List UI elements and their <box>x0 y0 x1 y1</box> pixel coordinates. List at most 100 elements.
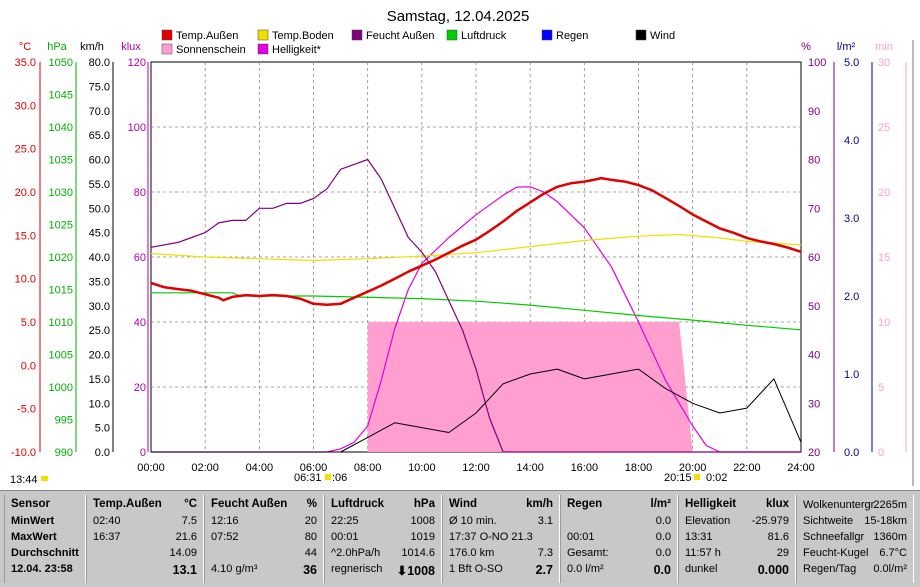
pct-axis-tick-label: 80 <box>808 155 820 167</box>
temp-header: Temp.Außen <box>93 498 162 510</box>
min-axis-tick-label: 5 <box>878 382 884 394</box>
kmh-axis-tick-label: 0.0 <box>95 447 110 459</box>
temp-axis-tick-label: -5.0 <box>17 404 36 416</box>
pct-axis-tick-label: 20 <box>808 447 820 459</box>
daylight-duration: 11:57 h <box>685 547 721 559</box>
x-tick-label: 02:00 <box>191 462 219 474</box>
cloud-base-label: Wolkenuntergr <box>803 499 875 511</box>
weather-chart: Samstag, 12.04.2025 Temp.Außen Temp.Boden… <box>10 8 914 486</box>
klux-axis-tick-label: 20 <box>134 382 146 394</box>
label-avg: Durchschnitt <box>11 547 79 559</box>
min-axis-tick-label: 10 <box>878 317 890 329</box>
pressure-max-value: 1019 <box>410 531 435 543</box>
x-tick-label: 20:00 <box>679 462 707 474</box>
humid-column: Feucht Außen % 12:16 20 07:52 80 44 4.10 g… <box>204 495 324 583</box>
rain-header: Regen <box>567 498 603 510</box>
label-min: MinWert <box>11 515 55 527</box>
x-tick-label: 04:00 <box>246 462 274 474</box>
temp-current-value: 13.1 <box>172 563 197 577</box>
brightness-state: dunkel <box>685 563 718 575</box>
humid-avg-value: 44 <box>304 547 317 559</box>
humid-min-value: 20 <box>304 515 317 527</box>
sensor-header: Sensor <box>11 498 50 510</box>
x-tick-label: 14:00 <box>516 462 544 474</box>
pressure-unit: hPa <box>413 498 435 510</box>
kmh-axis-tick-label: 60.0 <box>89 155 110 167</box>
series-feucht-au-en-line <box>150 158 801 453</box>
x-tick-label: 08:00 <box>354 462 382 474</box>
x-tick-label: 16:00 <box>571 462 599 474</box>
brightness-column: Helligkeit klux Elevation -25.979 13:31 81… <box>678 495 796 583</box>
klux-axis-tick-label: 40 <box>134 317 146 329</box>
temp-axis-tick-label: 30.0 <box>15 100 36 112</box>
sunrise-time: 06:31 <box>294 472 322 484</box>
kmh-axis-tick-label: 80.0 <box>89 57 110 69</box>
axis-unit-kmh: km/h <box>80 41 104 53</box>
rain-column: Regen l/m² 0.0 00:01 0.0 Gesamt: 0.0 0.0 l… <box>560 495 678 583</box>
legend-label: Luftdruck <box>461 30 507 42</box>
temp-axis-tick-label: 25.0 <box>15 144 36 156</box>
klux-axis-tick-label: 100 <box>128 122 146 134</box>
rain-axis-tick-label: 1.0 <box>844 369 859 381</box>
hpa-axis-tick-label: 1050 <box>49 57 73 69</box>
wind-column: Wind km/h Ø 10 min. 3.1 17:37 O-NO 21.3 1… <box>442 495 560 583</box>
humid-current-value: 36 <box>303 563 317 577</box>
temp-axis-tick-label: 20.0 <box>15 187 36 199</box>
sunrise-marker <box>325 474 331 480</box>
legend-swatch <box>446 29 458 41</box>
wind-header: Wind <box>449 498 477 510</box>
pressure-header: Luftdruck <box>331 498 385 510</box>
temp-axis-tick-label: 0.0 <box>21 360 36 372</box>
kmh-axis-tick-label: 70.0 <box>89 106 110 118</box>
temp-axis-tick-label: -10.0 <box>11 447 36 459</box>
rain-total-label: Gesamt: <box>567 547 609 559</box>
wind-direction: 1 Bft O-SO <box>449 563 503 575</box>
kmh-axis-tick-label: 45.0 <box>89 228 110 240</box>
wind-current-value: 2.7 <box>535 563 553 577</box>
x-tick-label: 00:00 <box>137 462 165 474</box>
pressure-min-value: 1008 <box>410 515 435 527</box>
pressure-current-value: ⬇1008 <box>396 564 435 578</box>
klux-axis-tick-label: 120 <box>128 57 146 69</box>
visibility-value: 15-18km <box>864 515 907 527</box>
sunset-time-2: 0:02 <box>706 472 727 484</box>
wind-max-info: 17:37 O-NO 21.3 <box>449 531 533 543</box>
marker-left-time: 13:44 <box>10 474 38 486</box>
min-axis-tick-label: 15 <box>878 252 890 264</box>
hpa-axis-tick-label: 990 <box>55 447 73 459</box>
pressure-forecast: regnerisch <box>331 563 383 575</box>
kmh-axis-tick-label: 30.0 <box>89 301 110 313</box>
hpa-axis-tick-label: 1010 <box>49 317 73 329</box>
sunrise-time-2: :06 <box>332 472 347 484</box>
kmh-axis-tick-label: 25.0 <box>89 325 110 337</box>
legend-swatch <box>351 29 363 41</box>
kmh-axis-tick-label: 10.0 <box>89 398 110 410</box>
pct-axis-tick-label: 40 <box>808 350 820 362</box>
hpa-axis-tick-label: 1005 <box>49 350 73 362</box>
legend-label: Feucht Außen <box>366 30 435 42</box>
humid-header: Feucht Außen <box>211 498 288 510</box>
temp-max-time: 16:37 <box>93 531 121 543</box>
brightness-header: Helligkeit <box>685 498 737 510</box>
pressure-avg-value: 1014.6 <box>401 547 435 559</box>
wetbulb-label: Feucht-Kugel <box>803 547 869 559</box>
min-axis-tick-label: 20 <box>878 187 890 199</box>
rain-axis-tick-label: 3.0 <box>844 213 859 225</box>
rain-max-value: 0.0 <box>655 531 671 543</box>
axis-unit-temp: °C <box>19 41 31 53</box>
humid-abs: 4.10 g/m³ <box>211 563 258 575</box>
min-axis-tick-label: 25 <box>878 122 890 134</box>
legend-label: Wind <box>650 30 675 42</box>
axis-unit-hpa: hPa <box>47 41 67 53</box>
temp-min-time: 02:40 <box>93 515 121 527</box>
hpa-axis-tick-label: 1045 <box>49 90 73 102</box>
axis-unit-klux: klux <box>121 41 141 53</box>
legend-label: Temp.Boden <box>272 30 334 42</box>
wind-avg-value: 3.1 <box>537 515 553 527</box>
elevation-value: -25.979 <box>751 515 789 527</box>
temp-axis-tick-label: 5.0 <box>21 317 36 329</box>
series-wind-line <box>151 368 802 453</box>
hpa-axis-tick-label: 1025 <box>49 220 73 232</box>
hpa-axis-tick-label: 1035 <box>49 155 73 167</box>
legend-swatch <box>161 43 173 55</box>
